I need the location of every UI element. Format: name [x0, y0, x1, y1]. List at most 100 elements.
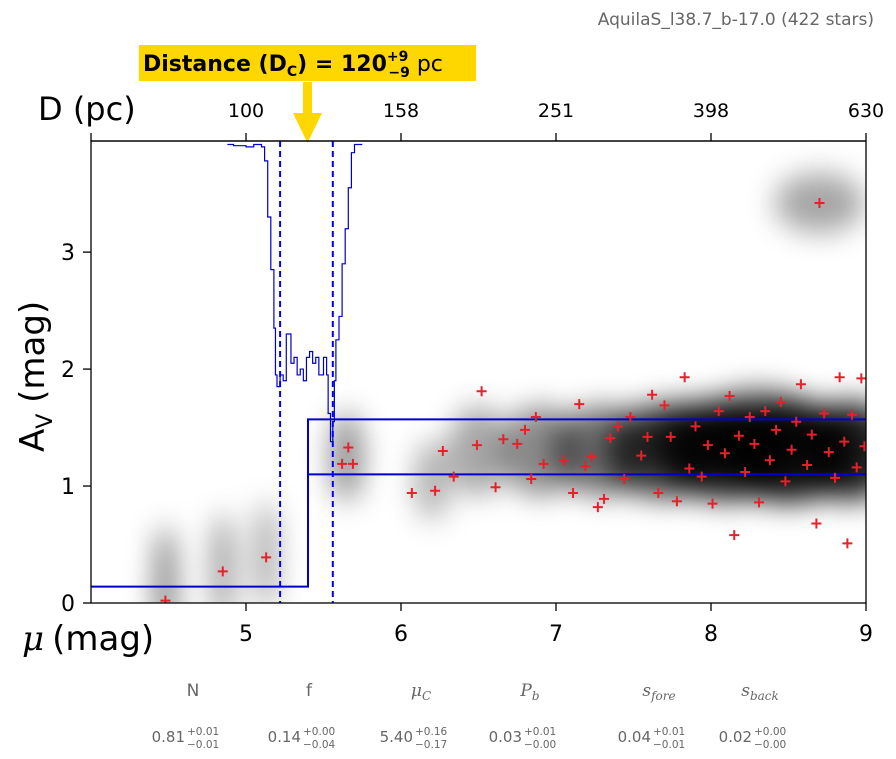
star-point [665, 431, 676, 442]
param-value: 0.03 [489, 728, 522, 746]
distance-annotation-box [139, 45, 476, 81]
star-point [580, 461, 591, 472]
star-point [647, 389, 658, 400]
param-minus: −0.00 [754, 739, 786, 751]
y-tick-label: 2 [61, 358, 75, 383]
param-minus: −0.01 [653, 739, 685, 751]
star-point [636, 450, 647, 461]
star-point [671, 496, 682, 507]
top-axis-label: D (pc) [38, 90, 136, 128]
annotation-unit: pc [410, 52, 443, 77]
x-axis-symbol: μ [22, 619, 44, 659]
star-point [834, 372, 845, 383]
star-point [760, 406, 771, 417]
top-tick-label: 158 [383, 100, 419, 122]
param-plus: +0.00 [303, 726, 335, 738]
param-minus: −0.04 [303, 739, 335, 751]
param-value: 0.04 [618, 728, 651, 746]
density-blobs [155, 172, 866, 603]
star-point [744, 412, 755, 423]
star-point [749, 438, 760, 449]
annotation-eq: ) = 120 [297, 52, 387, 77]
star-point [558, 455, 569, 466]
param-value: 5.40 [380, 728, 413, 746]
star-point [568, 488, 579, 499]
star-point [625, 412, 636, 423]
density-blob [256, 501, 277, 603]
star-point [740, 467, 751, 478]
star-point [160, 595, 171, 603]
star-point [619, 474, 630, 485]
chart-title: AquilaS_l38.7_b-17.0 (422 stars) [598, 10, 874, 30]
star-point [775, 396, 786, 407]
top-tick-label: 100 [228, 100, 264, 122]
model-lower-line [307, 473, 866, 587]
y-axis-unit: (mag) [13, 301, 53, 414]
param-name: N [187, 681, 200, 701]
star-point [764, 455, 775, 466]
top-tick-label: 251 [538, 100, 574, 122]
distance-arrow [293, 82, 322, 143]
star-point [490, 482, 501, 493]
star-point [842, 538, 853, 549]
star-point [729, 530, 740, 541]
density-blob [645, 399, 746, 480]
star-point [526, 474, 537, 485]
star-point [733, 430, 744, 441]
param-minus: −0.00 [524, 739, 556, 751]
top-tick-label: 630 [848, 100, 884, 122]
star-point [659, 400, 670, 411]
param-plus: +0.16 [415, 726, 447, 738]
param-plus: +0.01 [524, 726, 556, 738]
star-point [839, 436, 850, 447]
param-name: μC [411, 681, 431, 703]
star-point [337, 458, 348, 469]
y-axis-main: A [13, 429, 53, 452]
x-tick-label: 6 [394, 622, 408, 647]
x-tick-label: 7 [549, 622, 563, 647]
star-point [437, 445, 448, 456]
x-tick-label: 8 [704, 622, 718, 647]
density-blob [155, 525, 176, 603]
x-axis-unit: (mag) [52, 619, 154, 659]
param-name: Pb [519, 681, 539, 703]
x-tick-label: 9 [859, 622, 873, 647]
param-minus: −0.01 [187, 739, 219, 751]
top-tick-label: 398 [693, 100, 729, 122]
star-point [679, 372, 690, 383]
density-blob [212, 512, 233, 603]
star-point [498, 434, 509, 445]
star-point [707, 498, 718, 509]
distance-histogram [227, 143, 363, 443]
star-point [702, 440, 713, 451]
star-point [599, 493, 610, 504]
plot-frame [90, 140, 867, 604]
density-blob [330, 411, 363, 502]
star-point [538, 458, 549, 469]
annotation-sup: +9 [387, 49, 408, 65]
star-point [856, 373, 866, 384]
star-point [811, 518, 822, 529]
star-point [476, 386, 487, 397]
star-point [851, 462, 862, 473]
star-point [859, 441, 866, 452]
star-point [343, 442, 354, 453]
star-point [690, 421, 701, 432]
star-point [806, 429, 817, 440]
star-point [605, 433, 616, 444]
star-point [347, 458, 358, 469]
star-point [430, 485, 441, 496]
star-point [512, 438, 523, 449]
x-tick-label: 5 [239, 622, 253, 647]
star-point [786, 444, 797, 455]
y-tick-label: 3 [61, 241, 75, 266]
param-name: sfore [642, 681, 675, 703]
star-point [830, 472, 840, 483]
star-point [261, 552, 272, 563]
y-tick-label: 0 [61, 592, 75, 617]
param-value: 0.14 [268, 728, 301, 746]
star-point [771, 424, 782, 435]
star-point [520, 424, 530, 435]
star-point [613, 421, 623, 432]
